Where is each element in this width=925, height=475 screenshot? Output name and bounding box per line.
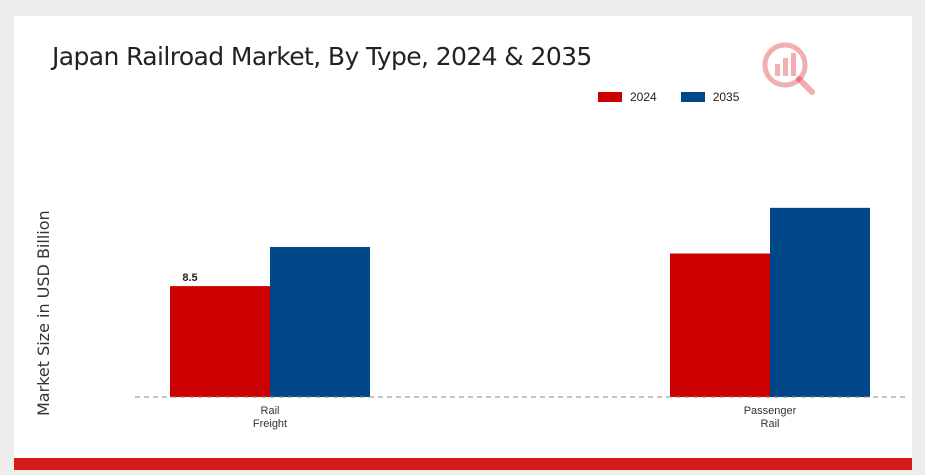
legend-item-2024: 2024 <box>598 90 657 104</box>
chart-legend: 2024 2035 <box>598 88 763 106</box>
legend-swatch-2024 <box>598 92 622 102</box>
x-tick-label-0: Rail Freight <box>253 405 287 430</box>
bar-2035-rail-freight <box>270 246 370 397</box>
legend-item-2035: 2035 <box>680 90 740 104</box>
bar-2024-rail-freight <box>170 286 270 397</box>
bar-2035-passenger-rail <box>770 207 870 397</box>
chart-title: Japan Railroad Market, By Type, 2024 & 2… <box>52 42 592 71</box>
data-label-0: 8.5 <box>182 272 197 284</box>
legend-label-2035: 2035 <box>712 90 740 104</box>
x-tick-label-1: Passenger Rail <box>744 405 797 430</box>
legend-swatch-2035 <box>680 92 705 102</box>
bar-2024-passenger-rail <box>670 253 770 397</box>
footer-accent-bar <box>14 458 912 470</box>
legend-label-2024: 2024 <box>630 90 657 104</box>
market-research-logo-icon <box>762 42 815 95</box>
